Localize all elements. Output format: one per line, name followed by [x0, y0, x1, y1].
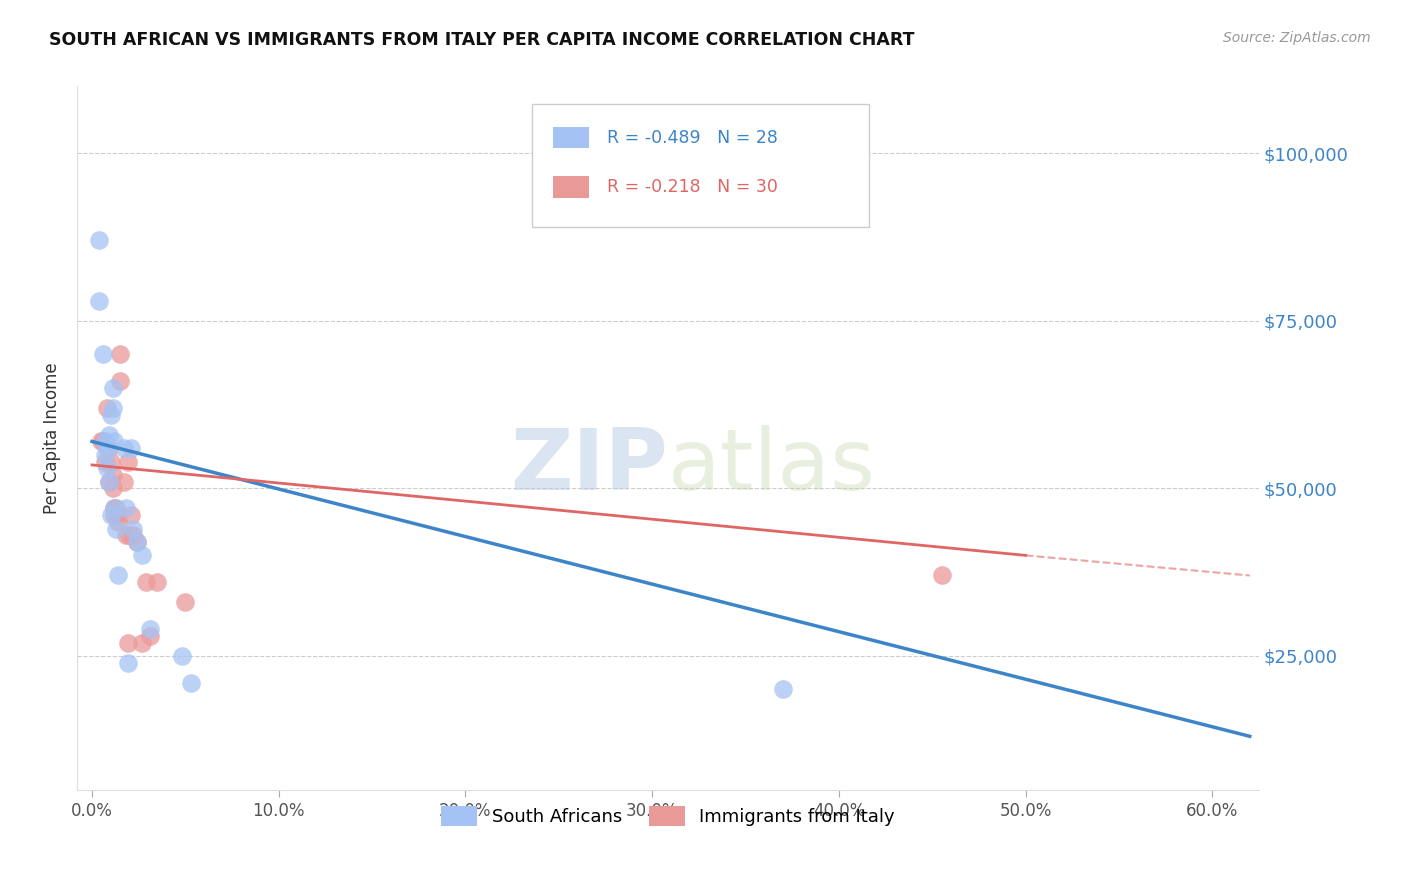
Point: [103, 501, 125, 516]
Point: [97, 441, 120, 455]
Point: [94, 454, 117, 468]
FancyBboxPatch shape: [554, 128, 589, 148]
Text: R = -0.218   N = 30: R = -0.218 N = 30: [606, 178, 778, 196]
Point: [101, 482, 124, 496]
Point: [174, 595, 197, 609]
Point: [131, 549, 153, 563]
Point: [101, 381, 124, 395]
Point: [120, 508, 142, 523]
Point: [94, 448, 117, 462]
FancyBboxPatch shape: [531, 104, 869, 227]
Point: [114, 528, 136, 542]
Point: [135, 575, 157, 590]
Point: [94, 434, 117, 449]
Point: [122, 528, 145, 542]
Point: [170, 648, 193, 663]
Point: [122, 522, 145, 536]
Point: [139, 622, 162, 636]
Point: [931, 568, 953, 582]
Point: [118, 528, 141, 542]
Point: [125, 535, 148, 549]
Point: [117, 635, 139, 649]
Point: [96, 461, 118, 475]
Text: R = -0.489   N = 28: R = -0.489 N = 28: [606, 128, 778, 146]
Point: [91, 434, 114, 449]
Point: [139, 629, 162, 643]
Point: [96, 401, 118, 415]
Point: [108, 347, 131, 361]
Point: [91, 347, 114, 361]
Point: [101, 401, 124, 415]
Text: SOUTH AFRICAN VS IMMIGRANTS FROM ITALY PER CAPITA INCOME CORRELATION CHART: SOUTH AFRICAN VS IMMIGRANTS FROM ITALY P…: [49, 31, 915, 49]
Point: [103, 508, 125, 523]
Point: [103, 501, 125, 516]
Point: [112, 475, 135, 489]
Point: [101, 468, 124, 483]
Point: [100, 408, 122, 422]
FancyBboxPatch shape: [554, 177, 589, 197]
Point: [131, 635, 153, 649]
Text: ZIP: ZIP: [510, 425, 668, 508]
Point: [97, 427, 120, 442]
Text: Source: ZipAtlas.com: Source: ZipAtlas.com: [1223, 31, 1371, 45]
Point: [105, 522, 128, 536]
Point: [112, 441, 135, 455]
Text: atlas: atlas: [668, 425, 876, 508]
Point: [100, 454, 122, 468]
Y-axis label: Per Capita Income: Per Capita Income: [44, 362, 60, 514]
Point: [89, 234, 111, 248]
Point: [117, 454, 139, 468]
Point: [90, 434, 112, 449]
Point: [103, 434, 125, 449]
Legend: South Africans, Immigrants from Italy: South Africans, Immigrants from Italy: [434, 798, 903, 834]
Point: [114, 501, 136, 516]
Point: [96, 441, 118, 455]
Point: [117, 656, 139, 670]
Point: [105, 501, 128, 516]
Point: [772, 682, 794, 697]
Point: [107, 515, 129, 529]
Point: [120, 441, 142, 455]
Point: [89, 293, 111, 308]
Point: [107, 568, 129, 582]
Point: [125, 535, 148, 549]
Point: [97, 475, 120, 489]
Point: [180, 675, 202, 690]
Point: [97, 475, 120, 489]
Point: [108, 374, 131, 388]
Point: [100, 508, 122, 523]
Point: [146, 575, 169, 590]
Point: [107, 508, 129, 523]
